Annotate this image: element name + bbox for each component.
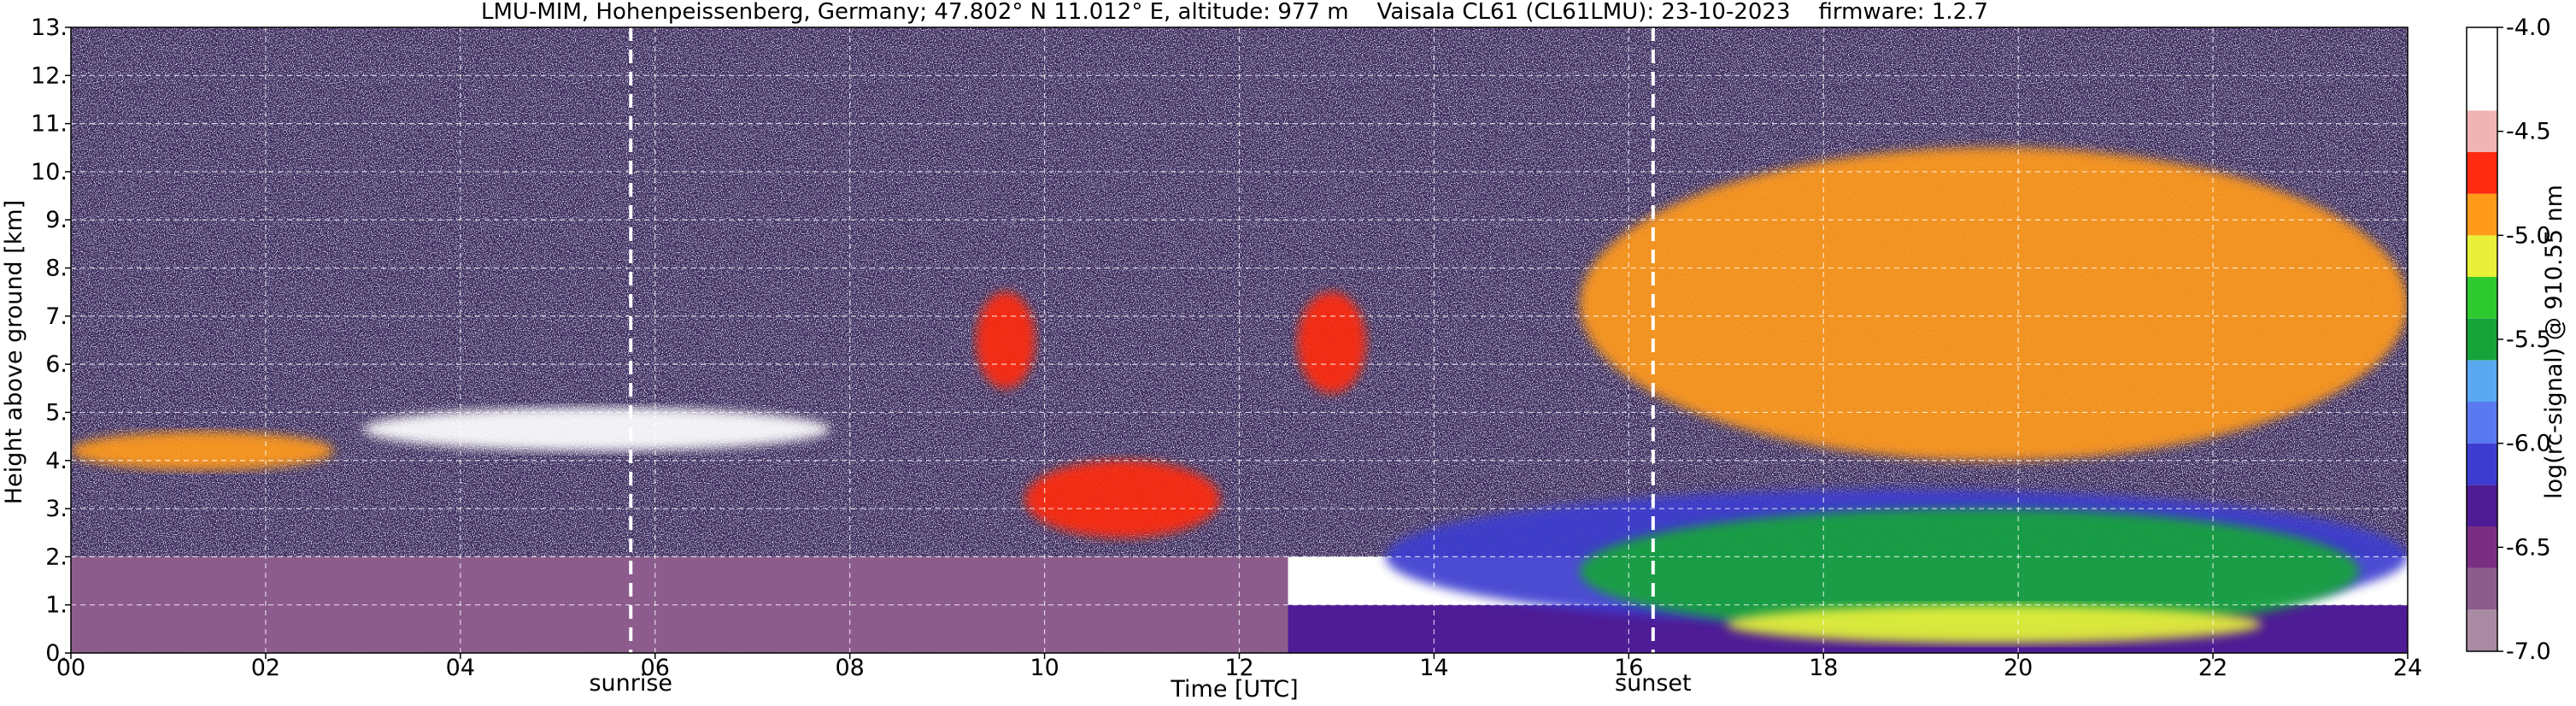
feature-fall-streak-10-12-h [1024, 460, 1220, 538]
y-axis-label: Height above ground [km] [1, 200, 27, 504]
colorbar-label: log(rc-signal) @ 910.55 nm [2541, 185, 2567, 499]
feature-boundary-layer-green [1580, 509, 2360, 634]
feature-high-cirrus [1580, 147, 2408, 461]
colorbar-segment [2467, 193, 2497, 236]
colorbar-segment [2467, 152, 2497, 194]
x-tick-label: 04 [446, 655, 475, 681]
feature-fall-streak-12-13-h [1297, 291, 1366, 393]
y-tick-label: 8. [45, 256, 67, 282]
sunrise-label: sunrise [589, 670, 672, 697]
y-tick-label: 3. [45, 496, 67, 522]
colorbar-tick-label: -6.5 [2506, 534, 2551, 561]
x-axis: 00 02 04 06 08 10 12 14 16 18 20 22 24 [56, 653, 2422, 681]
y-tick-label: 2. [45, 544, 67, 570]
colorbar: -4.0 -4.5 -5.0 -5.5 -6.0 -6.5 -7.0 [2466, 15, 2551, 665]
colorbar-tick-label: -4.5 [2506, 119, 2551, 145]
y-tick-label: 9. [45, 207, 67, 233]
feature-cloud-base-early [71, 431, 334, 471]
x-tick-label: 12 [1224, 655, 1253, 681]
colorbar-segment [2467, 110, 2497, 152]
colorbar-segment [2467, 527, 2497, 568]
x-tick-label: 10 [1030, 655, 1059, 681]
x-axis-label: Time [UTC] [1170, 676, 1298, 703]
y-tick-label: 10. [31, 159, 67, 185]
feature-cloud-layer-white [362, 407, 830, 451]
colorbar-segment [2467, 485, 2497, 527]
x-tick-label: 14 [1419, 655, 1448, 681]
x-tick-label: 06 [641, 655, 670, 681]
colorbar-segment [2467, 27, 2497, 111]
colorbar-tick-label: -7.0 [2506, 638, 2551, 665]
feature-fall-streak-09-h [976, 291, 1036, 389]
feature-boundary-layer-yellow [1726, 604, 2262, 644]
y-tick-label: 12. [31, 62, 67, 89]
y-tick-label: 13. [31, 15, 67, 41]
y-axis: 0. 1. 2. 3. 4. 5. 6. 7. 8. 9. 10. 11. 12. 13. [31, 15, 71, 667]
colorbar-segment [2467, 568, 2497, 610]
feature-near-surface-layer-night [71, 556, 1288, 653]
y-tick-label: 1. [45, 592, 67, 619]
sunset-label: sunset [1615, 670, 1692, 697]
colorbar-segment [2467, 402, 2497, 444]
colorbar-segment [2467, 443, 2497, 485]
colorbar-tick-label: -6.0 [2506, 431, 2551, 457]
colorbar-segment [2467, 609, 2497, 651]
colorbar-tick-label: -5.5 [2506, 327, 2551, 353]
colorbar-segment [2467, 277, 2497, 319]
colorbar-segment [2467, 318, 2497, 361]
y-tick-label: 0. [45, 640, 67, 667]
y-tick-label: 6. [45, 351, 67, 378]
x-tick-label: 16 [1614, 655, 1643, 681]
y-tick-label: 11. [31, 111, 67, 138]
y-tick-label: 4. [45, 448, 67, 474]
colorbar-tick-label: -4.0 [2506, 15, 2551, 41]
y-tick-label: 5. [45, 399, 67, 426]
colorbar-segment [2467, 235, 2497, 277]
x-tick-label: 22 [2198, 655, 2227, 681]
colorbar-tick-label: -5.0 [2506, 222, 2551, 249]
x-tick-label: 08 [835, 655, 864, 681]
x-tick-label: 00 [56, 655, 85, 681]
y-tick-label: 7. [45, 303, 67, 330]
x-tick-label: 18 [1809, 655, 1838, 681]
colorbar-segment [2467, 360, 2497, 402]
x-tick-label: 20 [2004, 655, 2033, 681]
x-tick-label: 02 [251, 655, 280, 681]
x-tick-label: 24 [2393, 655, 2422, 681]
sun-markers: sunrise sunset [589, 27, 1692, 697]
chart-title: LMU-MIM, Hohenpeissenberg, Germany; 47.8… [481, 0, 1988, 25]
